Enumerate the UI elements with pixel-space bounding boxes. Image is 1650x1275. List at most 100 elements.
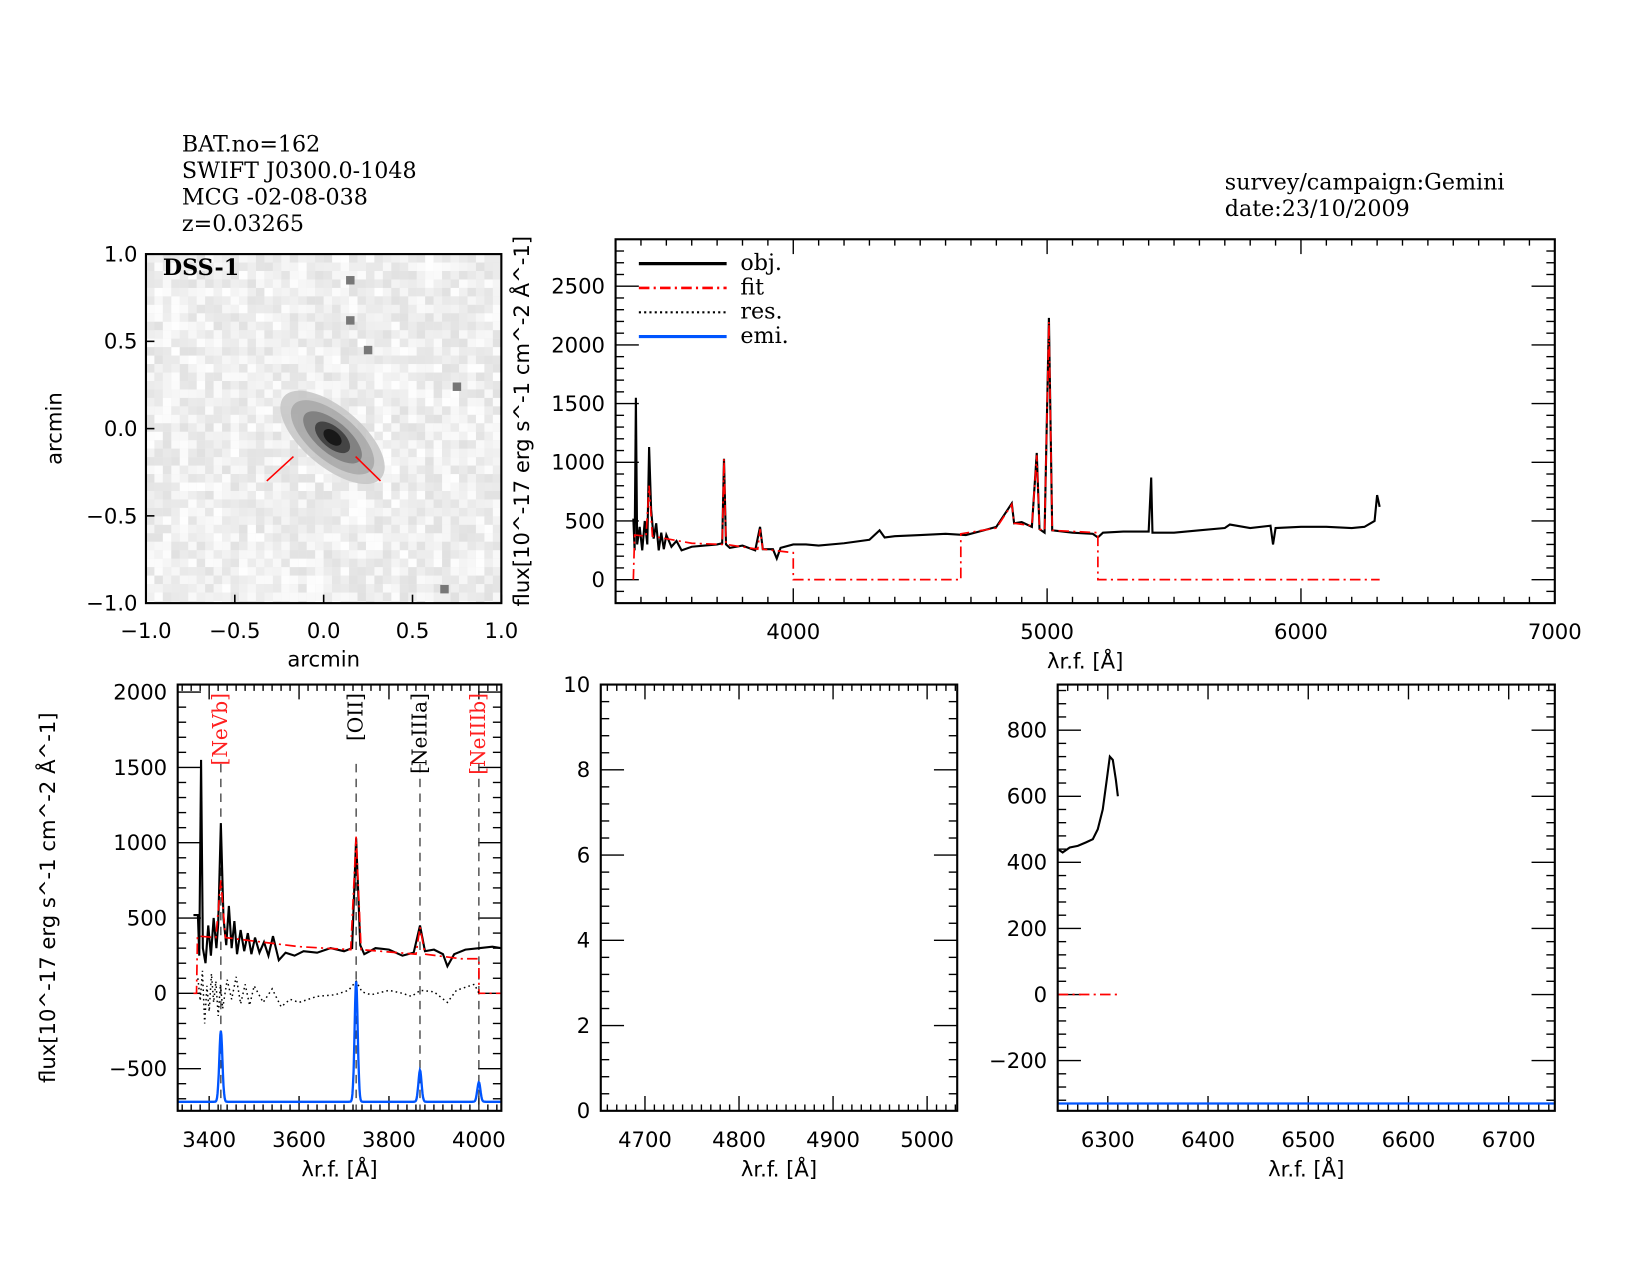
series-obj: [193, 759, 502, 969]
image-pixel: [323, 271, 333, 280]
image-pixel: [391, 271, 400, 280]
image-pixel: [154, 507, 163, 517]
image-pixel: [484, 321, 493, 331]
image-pixel: [255, 397, 265, 407]
image-pixel: [391, 397, 400, 407]
image-pixel: [222, 287, 231, 297]
x-tick-label: 1.0: [485, 618, 519, 643]
image-pixel: [492, 423, 502, 432]
image-pixel: [145, 474, 155, 483]
image-pixel: [298, 524, 307, 534]
image-pixel: [272, 448, 282, 458]
image-pixel: [179, 592, 189, 602]
image-pixel: [281, 389, 290, 398]
image-pixel: [281, 262, 290, 272]
image-pixel: [450, 516, 460, 525]
image-pixel: [475, 355, 485, 365]
image-pixel: [484, 338, 493, 348]
image-pixel: [382, 381, 392, 390]
image-pixel: [467, 592, 476, 602]
image-pixel: [205, 533, 214, 542]
image-pixel: [365, 262, 375, 272]
image-pixel: [484, 448, 493, 458]
image-pixel: [365, 271, 375, 280]
image-pixel: [484, 592, 493, 602]
image-pixel: [272, 575, 282, 585]
image-pixel: [467, 406, 476, 415]
image-pixel: [306, 491, 316, 500]
image-pixel: [247, 507, 256, 517]
image-pixel: [255, 507, 265, 517]
image-pixel: [272, 338, 282, 348]
image-pixel: [154, 397, 163, 407]
image-pixel: [357, 304, 366, 314]
image-pixel: [154, 592, 163, 602]
image-pixel: [239, 279, 248, 288]
image-pixel: [222, 364, 231, 373]
image-pixel: [459, 567, 468, 576]
image-pixel: [332, 279, 341, 288]
image-pixel: [340, 296, 350, 305]
image-pixel: [349, 304, 358, 314]
image-pixel: [154, 465, 163, 475]
image-pixel: [145, 567, 155, 576]
image-pixel: [162, 457, 172, 466]
image-pixel: [222, 397, 231, 407]
image-pixel: [399, 507, 409, 517]
image-pixel: [298, 364, 307, 373]
image-pixel: [442, 567, 451, 576]
image-pixel: [255, 372, 265, 382]
image-pixel: [145, 254, 155, 263]
image-pixel: [340, 279, 350, 288]
image-pixel: [188, 575, 197, 585]
image-pixel: [475, 381, 485, 390]
image-pixel: [272, 465, 282, 475]
image-pixel: [222, 524, 231, 534]
image-pixel: [349, 516, 358, 525]
image-pixel: [230, 507, 240, 517]
image-pixel: [349, 550, 358, 559]
image-pixel: [188, 558, 197, 568]
image-pixel: [450, 313, 460, 322]
image-pixel: [188, 541, 197, 551]
image-pixel: [162, 541, 172, 551]
image-pixel: [408, 364, 417, 373]
image-pixel: [484, 457, 493, 466]
image-pixel: [255, 347, 265, 356]
image-pixel: [213, 313, 223, 322]
image-pixel: [399, 575, 409, 585]
image-pixel: [374, 592, 383, 602]
image-pixel: [357, 406, 366, 415]
image-pixel: [382, 262, 392, 272]
image-pixel: [179, 296, 189, 305]
image-pixel: [442, 271, 451, 280]
image-pixel: [332, 567, 341, 576]
image-pixel: [374, 254, 383, 263]
x-axis-label: λr.f. [Å]: [301, 1155, 377, 1181]
image-pixel: [382, 499, 392, 508]
image-pixel: [154, 389, 163, 398]
image-pixel: [492, 372, 502, 382]
image-pixel: [425, 381, 434, 390]
image-pixel: [154, 584, 163, 593]
y-tick-label: 6: [577, 842, 590, 867]
image-pixel: [213, 507, 223, 517]
image-pixel: [374, 440, 383, 449]
image-pixel: [222, 355, 231, 365]
image-pixel: [213, 338, 223, 348]
image-pixel: [382, 330, 392, 339]
image-pixel: [298, 347, 307, 356]
image-pixel: [179, 271, 189, 280]
image-pixel: [188, 482, 197, 492]
image-pixel: [162, 448, 172, 458]
image-pixel: [433, 516, 443, 525]
image-pixel: [154, 457, 163, 466]
image-pixel: [484, 507, 493, 517]
star-point: [452, 382, 462, 391]
image-pixel: [239, 330, 248, 339]
x-tick-label: 5000: [900, 1127, 954, 1152]
image-pixel: [323, 584, 333, 593]
image-pixel: [425, 338, 434, 348]
image-pixel: [145, 575, 155, 585]
